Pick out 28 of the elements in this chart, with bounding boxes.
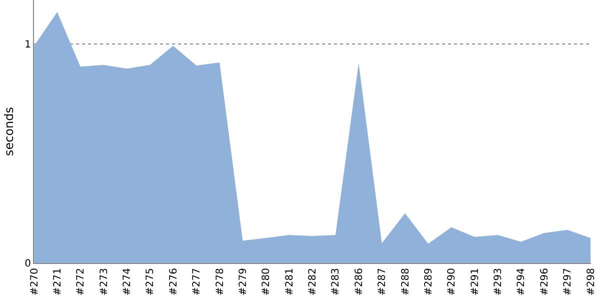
x-tick-label: #273 bbox=[98, 268, 110, 296]
y-tick-label: 1 bbox=[24, 39, 31, 50]
x-tick-label: #276 bbox=[168, 268, 180, 296]
x-tick-label: #289 bbox=[423, 268, 434, 296]
x-tick-label: #282 bbox=[308, 268, 319, 296]
x-tick-label: #279 bbox=[238, 268, 249, 296]
x-tick-label: #283 bbox=[330, 268, 342, 296]
x-tick-label: #278 bbox=[214, 268, 226, 296]
x-tick-label: #272 bbox=[76, 268, 87, 296]
x-tick-label: #275 bbox=[145, 268, 156, 296]
x-tick-label: #286 bbox=[354, 268, 365, 296]
x-tick-label: #287 bbox=[377, 268, 388, 296]
x-tick-label: #294 bbox=[516, 268, 528, 296]
x-tick-label: #274 bbox=[122, 268, 134, 296]
x-tick-label: #270 bbox=[29, 268, 40, 296]
x-tick-label: #280 bbox=[261, 268, 272, 296]
x-tick-label: #271 bbox=[52, 268, 64, 296]
x-tick-label: #296 bbox=[539, 268, 550, 296]
x-tick-label: #298 bbox=[586, 268, 597, 296]
x-tick-label: #297 bbox=[562, 268, 574, 296]
x-tick-label: #290 bbox=[446, 268, 458, 296]
x-tick-label: #277 bbox=[192, 268, 203, 296]
x-tick-label: #291 bbox=[470, 268, 481, 296]
y-axis-title: seconds bbox=[2, 106, 16, 156]
y-tick-label: 0 bbox=[24, 258, 31, 270]
x-tick-label: #293 bbox=[493, 268, 504, 296]
x-tick-label: #281 bbox=[284, 268, 296, 296]
x-tick-label: #288 bbox=[400, 268, 412, 296]
